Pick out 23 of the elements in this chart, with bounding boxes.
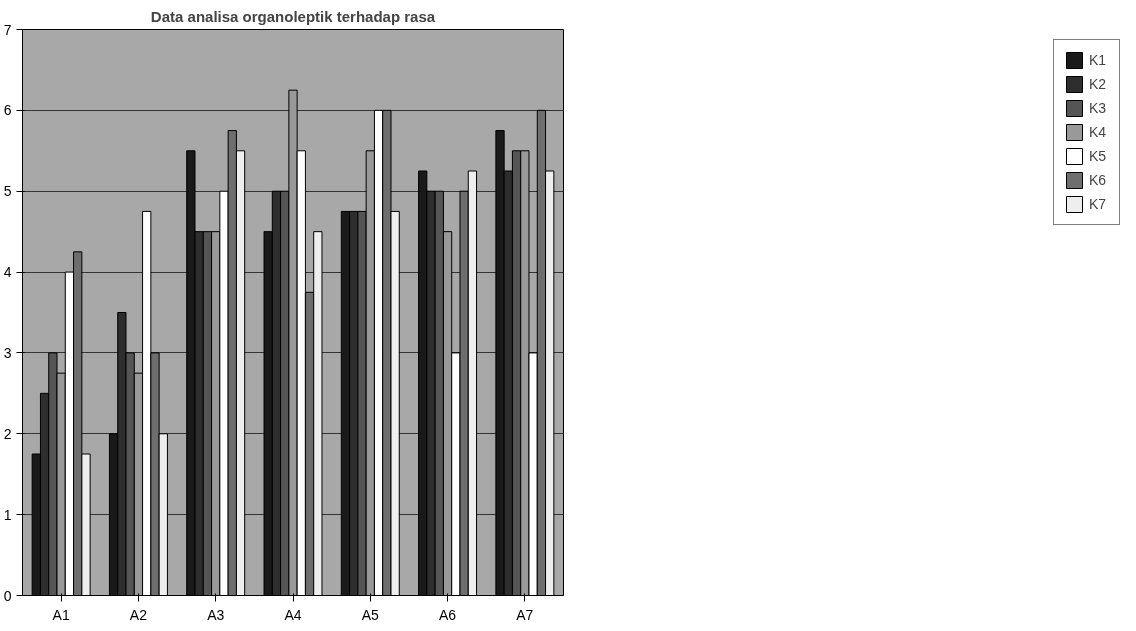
- y-tick-label: 4: [3, 264, 12, 281]
- x-tick-label: A3: [207, 606, 225, 623]
- y-tick-label: 2: [3, 425, 12, 442]
- y-tick-label: 7: [3, 21, 12, 38]
- x-tick-label: A1: [52, 606, 70, 623]
- x-tick-label: A2: [129, 606, 148, 623]
- y-tick-label: 0: [3, 587, 12, 604]
- y-tick-label: 3: [3, 344, 12, 361]
- legend-label: K6: [1089, 172, 1108, 188]
- legend-label: K4: [1089, 124, 1108, 140]
- x-tick-label: A7: [516, 606, 534, 623]
- legend-label: K5: [1089, 148, 1108, 164]
- y-tick-label: 5: [3, 183, 12, 200]
- x-tick-label: A5: [361, 606, 380, 623]
- legend-label: K7: [1089, 196, 1108, 212]
- x-tick-label: A4: [284, 606, 302, 623]
- legend-label: K2: [1089, 76, 1108, 92]
- chart-title: Data analisa organoleptik terhadap rasa: [150, 7, 436, 25]
- x-tick-label: A6: [439, 606, 457, 623]
- legend-label: K3: [1089, 100, 1108, 116]
- y-tick-label: 1: [3, 506, 12, 523]
- y-tick-label: 6: [3, 102, 12, 119]
- legend-label: K1: [1089, 52, 1108, 68]
